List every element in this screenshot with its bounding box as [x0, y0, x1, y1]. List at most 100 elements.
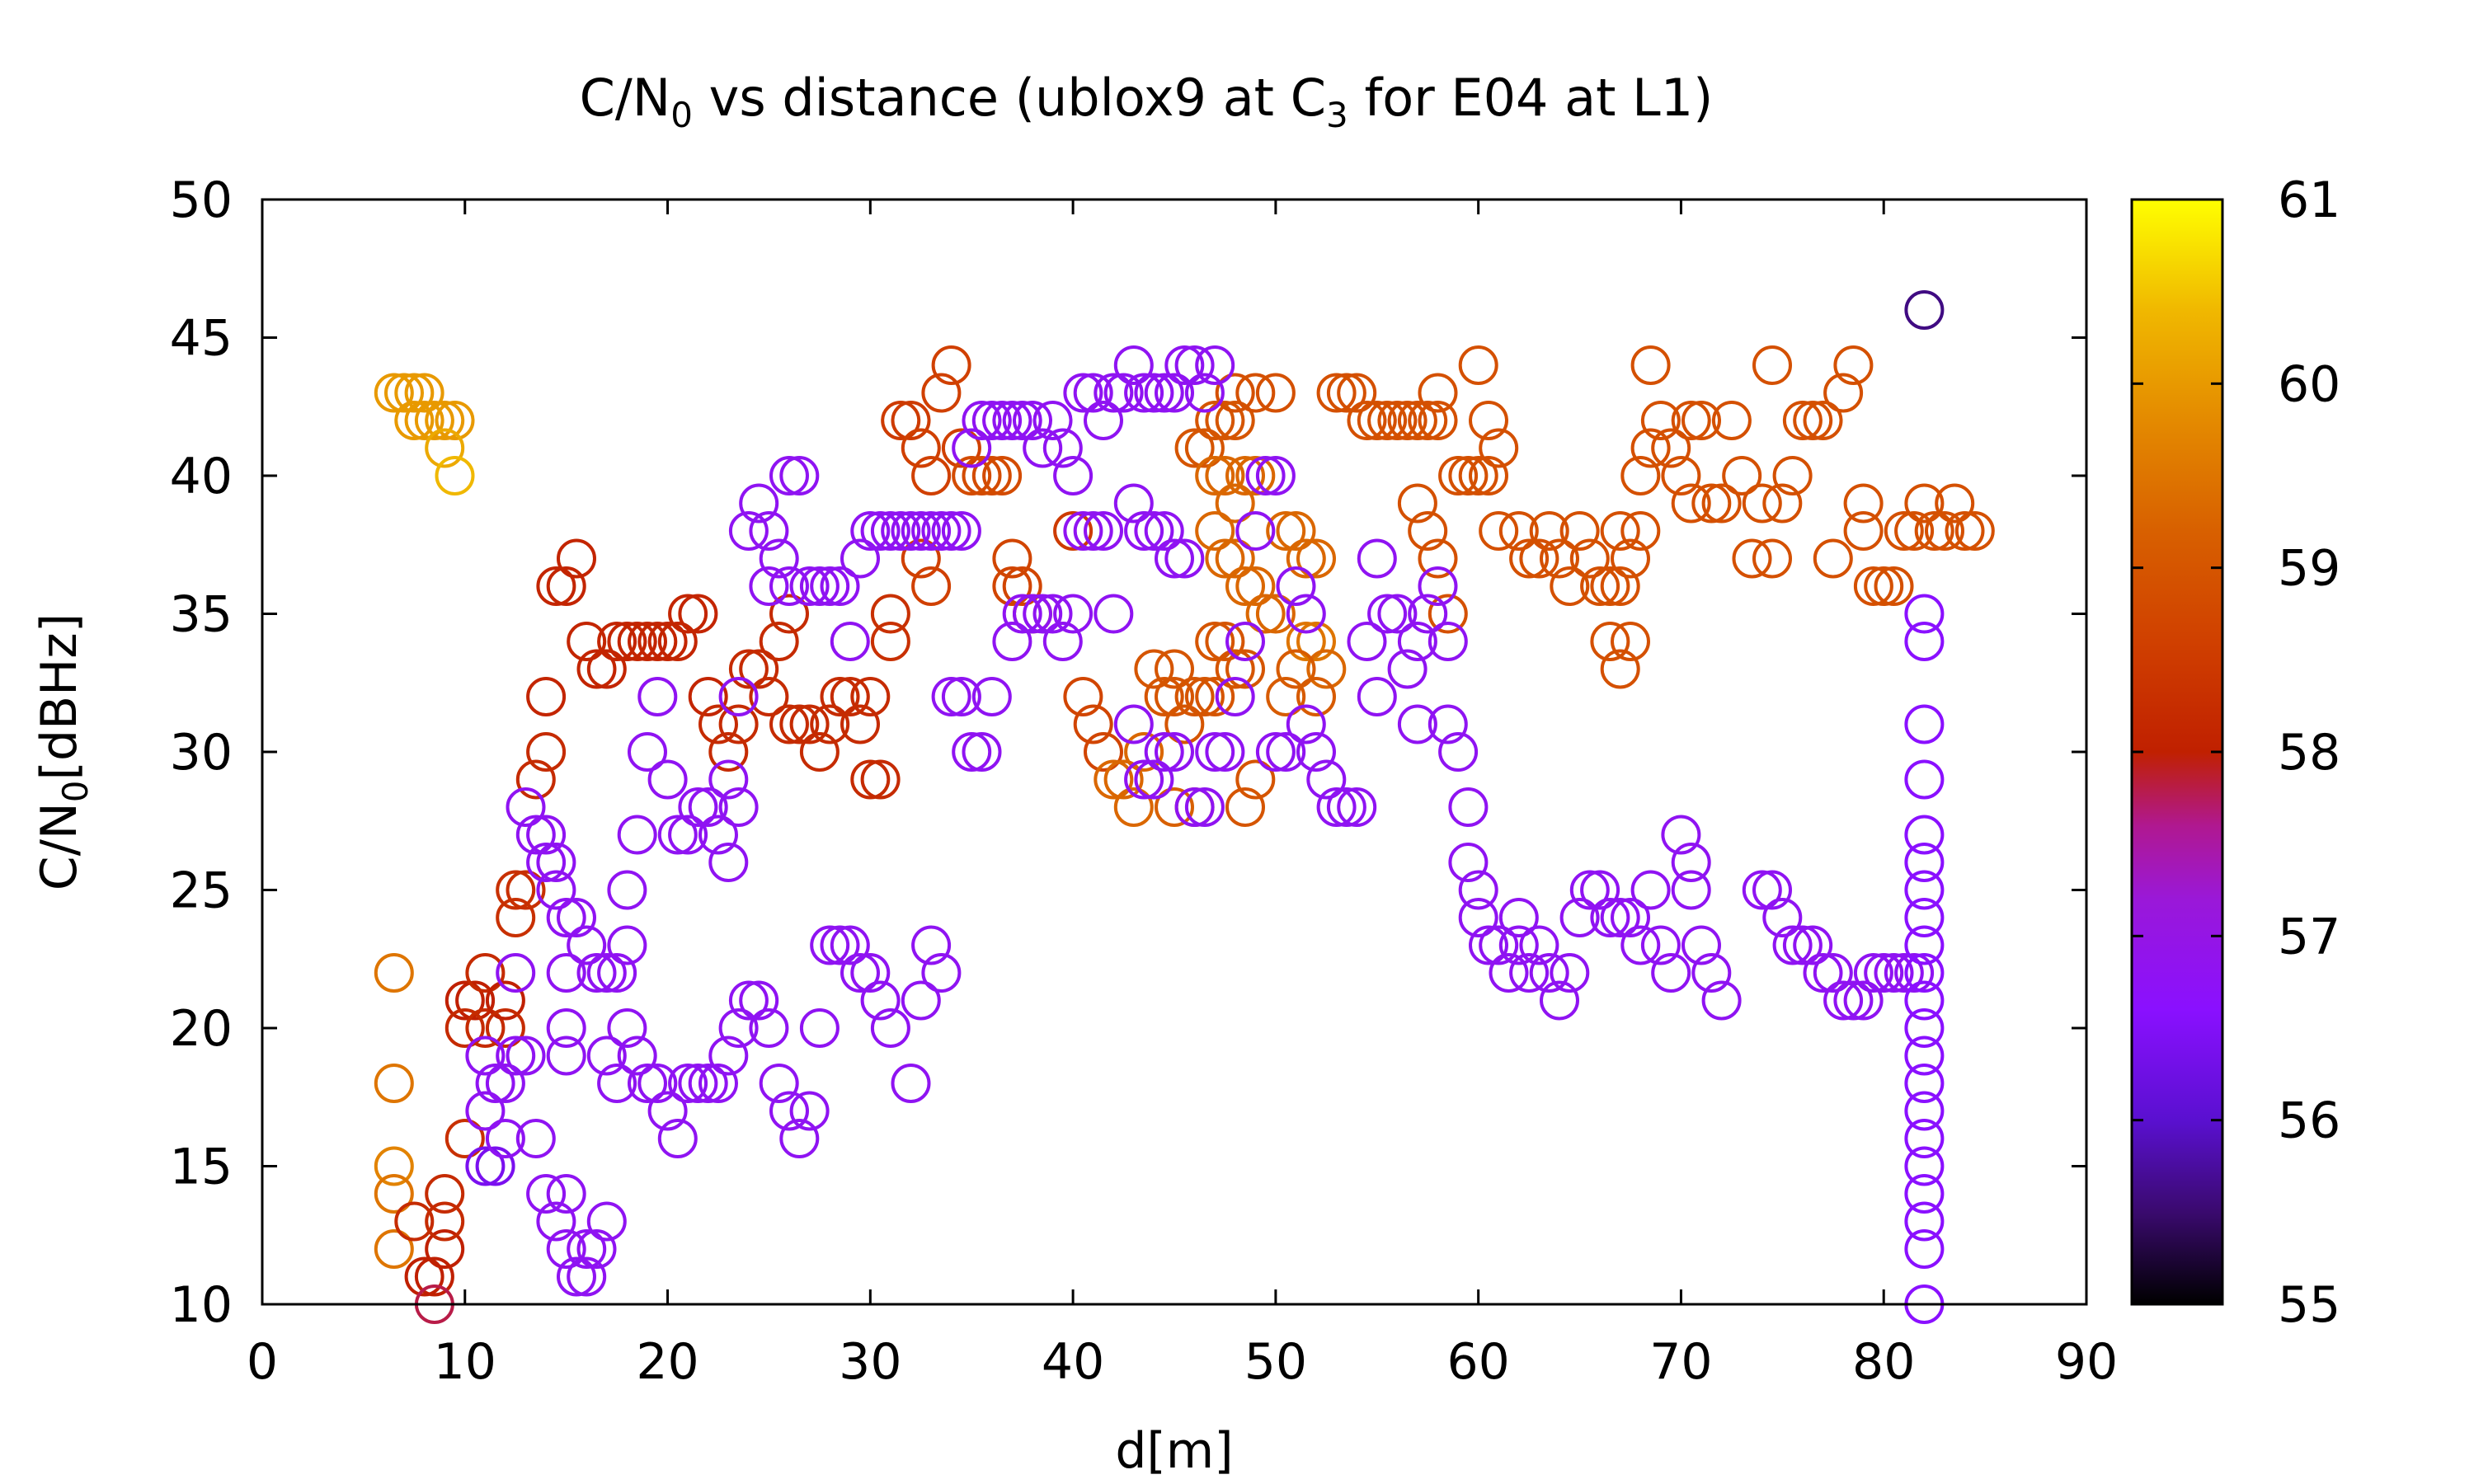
data-point	[1042, 622, 1083, 661]
data-point	[1397, 622, 1437, 661]
data-point	[628, 1064, 667, 1103]
data-point	[1600, 898, 1640, 937]
data-point	[1306, 759, 1347, 800]
data-point	[1002, 566, 1042, 606]
data-point	[384, 373, 424, 413]
data-point	[1042, 428, 1083, 468]
data-point	[1620, 456, 1661, 495]
y-tick-label: 45	[170, 310, 233, 368]
data-point	[1813, 953, 1853, 993]
data-point	[374, 1146, 414, 1186]
data-point	[1904, 815, 1945, 855]
y-tick-label: 25	[170, 862, 233, 920]
data-point	[1266, 511, 1306, 551]
data-point	[404, 373, 444, 413]
data-point	[1479, 511, 1519, 551]
data-point	[557, 538, 596, 579]
data-point	[881, 401, 921, 440]
data-point	[597, 1064, 637, 1103]
x-axis-label: d[m]	[1115, 1422, 1233, 1480]
data-point	[1671, 401, 1711, 440]
data-point	[1701, 980, 1742, 1021]
data-point	[496, 1036, 536, 1076]
data-point	[850, 953, 891, 993]
data-point	[1935, 483, 1975, 524]
data-point	[444, 1008, 485, 1048]
data-point	[1296, 677, 1336, 716]
data-point	[1904, 1008, 1945, 1048]
data-point	[1803, 953, 1843, 993]
data-point	[1904, 1064, 1945, 1103]
data-point	[1337, 373, 1377, 413]
data-point	[1174, 428, 1215, 468]
data-point	[1205, 538, 1245, 579]
data-point	[1793, 925, 1833, 965]
data-point	[597, 622, 637, 661]
data-point	[820, 566, 860, 606]
y-axis: 10 15 20 25 30 35 40 45 50	[170, 171, 2086, 1334]
data-point	[607, 1008, 647, 1048]
data-point	[1813, 538, 1853, 579]
data-point	[1063, 373, 1103, 413]
colorbar-tick-label: 58	[2278, 724, 2340, 782]
data-point	[1671, 483, 1711, 524]
data-point	[546, 953, 586, 993]
data-point	[1630, 428, 1671, 468]
data-point	[1235, 511, 1276, 551]
data-point	[607, 925, 647, 965]
data-point	[444, 1119, 485, 1158]
data-point	[769, 566, 809, 606]
data-point	[617, 815, 657, 855]
data-point	[404, 1256, 444, 1297]
data-point	[1904, 1229, 1945, 1269]
colorbar-tick-label: 61	[2278, 171, 2340, 229]
data-point	[992, 622, 1032, 661]
data-point	[769, 594, 809, 634]
data-point	[1387, 649, 1427, 689]
data-point	[1306, 649, 1347, 689]
data-point	[678, 1064, 718, 1103]
data-point	[830, 622, 870, 661]
data-point	[728, 511, 769, 551]
data-point	[647, 622, 688, 661]
data-point	[739, 649, 779, 689]
data-point	[708, 732, 749, 772]
data-point	[586, 1201, 627, 1242]
data-point	[1276, 649, 1316, 689]
data-point	[1651, 428, 1691, 468]
data-point	[485, 980, 525, 1021]
data-point	[1640, 401, 1681, 440]
data-point	[1084, 511, 1123, 551]
data-point	[718, 677, 759, 716]
data-point	[546, 1229, 586, 1269]
data-point	[374, 1229, 414, 1269]
data-point	[1053, 456, 1094, 495]
data-point	[1529, 953, 1569, 993]
data-point	[1611, 898, 1650, 937]
data-point	[465, 1008, 506, 1048]
data-point	[1762, 483, 1803, 524]
data-point	[374, 953, 414, 993]
data-point	[394, 1201, 435, 1242]
x-tick-label: 70	[1649, 1333, 1712, 1391]
data-point	[860, 980, 901, 1021]
data-point	[840, 953, 880, 993]
data-point	[1540, 980, 1579, 1021]
data-point	[1073, 511, 1113, 551]
colorbar-tick-label: 57	[2278, 908, 2340, 965]
data-point	[1418, 401, 1458, 440]
data-point	[1377, 401, 1418, 440]
data-point	[1681, 401, 1721, 440]
data-point	[546, 1174, 586, 1214]
data-point	[870, 1008, 910, 1048]
data-point	[1235, 759, 1276, 800]
x-tick-label: 10	[434, 1333, 496, 1391]
y-tick-label: 35	[170, 586, 233, 644]
data-point	[1782, 401, 1823, 440]
data-point	[952, 428, 992, 468]
data-point	[1286, 704, 1326, 744]
data-point	[1215, 538, 1255, 579]
data-point	[1205, 622, 1245, 661]
data-point	[810, 704, 850, 744]
data-point	[1184, 428, 1225, 468]
